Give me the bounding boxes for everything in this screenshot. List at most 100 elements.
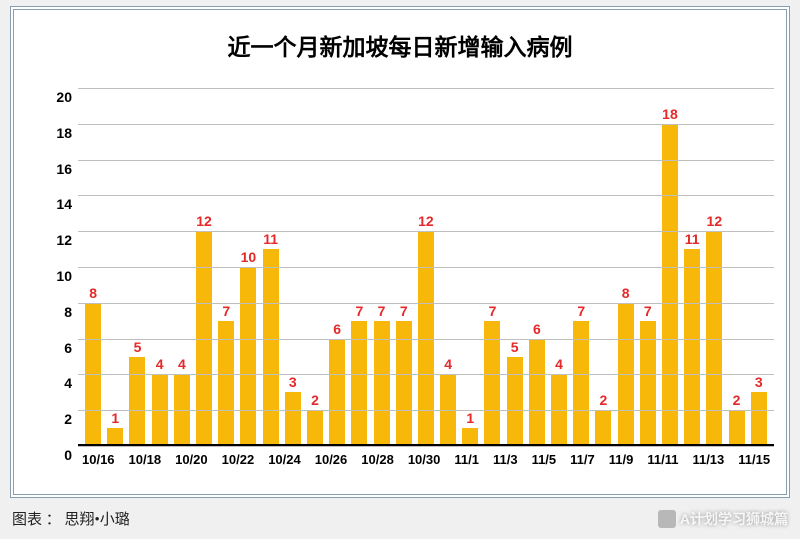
x-tick-label: 11/7 <box>570 452 595 467</box>
bar-value-label: 5 <box>511 340 519 354</box>
x-tick-label: 10/20 <box>175 452 208 467</box>
grid-line <box>78 160 774 161</box>
chart-frame: 近一个月新加坡每日新增输入病例 815441271011326777124175… <box>10 6 790 498</box>
y-tick-label: 2 <box>64 411 72 427</box>
x-tick-label <box>724 452 738 467</box>
bar <box>129 357 145 447</box>
y-tick-label: 14 <box>56 196 72 212</box>
bar-value-label: 10 <box>241 250 257 264</box>
bar-value-label: 5 <box>134 340 142 354</box>
bar-value-label: 1 <box>466 411 474 425</box>
x-tick-label <box>208 452 222 467</box>
bar-value-label: 11 <box>685 232 700 246</box>
bar-value-label: 7 <box>222 304 230 318</box>
bar-value-label: 7 <box>577 304 585 318</box>
x-tick-label <box>595 452 609 467</box>
bar <box>662 124 678 446</box>
x-tick-label: 11/3 <box>493 452 518 467</box>
bar <box>263 249 279 446</box>
bar-value-label: 3 <box>755 375 763 389</box>
bar-value-label: 2 <box>311 393 319 407</box>
bar-value-label: 7 <box>378 304 386 318</box>
x-tick-label <box>394 452 408 467</box>
bar <box>307 410 323 446</box>
y-tick-label: 18 <box>56 125 72 141</box>
x-tick-label: 10/28 <box>361 452 394 467</box>
bar-value-label: 4 <box>555 357 563 371</box>
bar-value-label: 12 <box>418 214 434 228</box>
y-tick-label: 16 <box>56 161 72 177</box>
watermark-text: A计划学习狮城篇 <box>680 509 788 529</box>
x-tick-label: 11/5 <box>532 452 557 467</box>
y-tick-label: 20 <box>56 89 72 105</box>
x-axis: 10/16 10/18 10/20 10/22 10/24 10/26 10/2… <box>78 446 774 467</box>
bar-value-label: 7 <box>644 304 652 318</box>
x-tick-label: 11/11 <box>647 452 678 467</box>
bar <box>729 410 745 446</box>
y-tick-label: 4 <box>64 375 72 391</box>
grid-line <box>78 195 774 196</box>
x-tick-label: 10/18 <box>129 452 162 467</box>
grid-line <box>78 88 774 89</box>
x-tick-label: 10/26 <box>315 452 348 467</box>
y-tick-label: 10 <box>56 268 72 284</box>
plot-area: 81544127101132677712417564728718111223 1… <box>78 88 774 446</box>
bar <box>529 339 545 446</box>
bar-value-label: 6 <box>333 322 341 336</box>
bar <box>684 249 700 446</box>
x-tick-label <box>633 452 647 467</box>
x-tick-label <box>440 452 454 467</box>
grid-line <box>78 267 774 268</box>
bar <box>507 357 523 447</box>
x-tick-label <box>115 452 129 467</box>
x-tick-label: 11/13 <box>692 452 724 467</box>
bar-value-label: 4 <box>178 357 186 371</box>
bar-value-label: 1 <box>111 411 119 425</box>
chart-title: 近一个月新加坡每日新增输入病例 <box>14 28 786 62</box>
bar <box>329 339 345 446</box>
grid-line <box>78 339 774 340</box>
grid-line <box>78 303 774 304</box>
watermark: A计划学习狮城篇 <box>658 509 788 529</box>
x-tick-label: 10/16 <box>82 452 115 467</box>
bar-value-label: 11 <box>263 232 278 246</box>
grid-line <box>78 374 774 375</box>
bar-value-label: 8 <box>622 286 630 300</box>
x-tick-label <box>161 452 175 467</box>
bar <box>285 392 301 446</box>
bar-value-label: 7 <box>355 304 363 318</box>
grid-line <box>78 410 774 411</box>
x-tick-label <box>518 452 532 467</box>
bar-value-label: 12 <box>196 214 212 228</box>
x-tick-label: 11/9 <box>609 452 634 467</box>
x-tick-label <box>301 452 315 467</box>
x-tick-label: 10/24 <box>268 452 301 467</box>
y-tick-label: 6 <box>64 340 72 356</box>
grid-line <box>78 231 774 232</box>
x-tick-label: 10/30 <box>408 452 441 467</box>
x-tick-label <box>479 452 493 467</box>
x-tick-label <box>678 452 692 467</box>
y-tick-label: 8 <box>64 304 72 320</box>
bar-value-label: 4 <box>156 357 164 371</box>
y-tick-label: 0 <box>64 447 72 463</box>
bar <box>751 392 767 446</box>
bar-value-label: 3 <box>289 375 297 389</box>
y-tick-label: 12 <box>56 232 72 248</box>
wechat-icon <box>658 510 676 528</box>
bar-value-label: 12 <box>707 214 723 228</box>
x-tick-label <box>254 452 268 467</box>
bar-value-label: 4 <box>444 357 452 371</box>
grid-line <box>78 446 774 447</box>
bar-value-label: 18 <box>662 107 678 121</box>
grid-line <box>78 124 774 125</box>
x-tick-label <box>347 452 361 467</box>
credit-text: 图表 ： 思翔•小璐 <box>12 508 130 529</box>
bar <box>595 410 611 446</box>
bar-value-label: 7 <box>489 304 497 318</box>
bar-value-label: 8 <box>89 286 97 300</box>
x-tick-label <box>556 452 570 467</box>
bar-value-label: 2 <box>600 393 608 407</box>
bar-value-label: 2 <box>733 393 741 407</box>
bar-value-label: 6 <box>533 322 541 336</box>
